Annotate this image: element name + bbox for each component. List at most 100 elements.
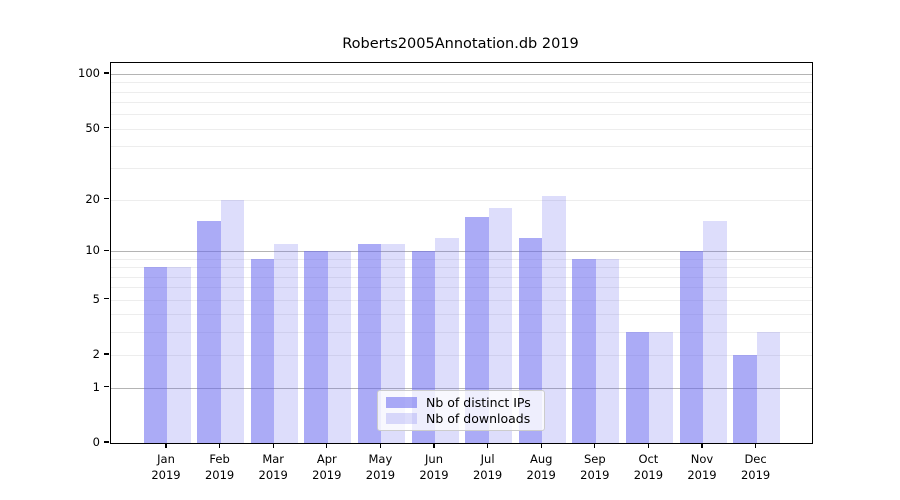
x-tick-month: Jul [480, 452, 495, 466]
bar-distinct-ips-sep [572, 258, 596, 443]
x-tick-year: 2019 [526, 468, 556, 482]
legend-swatch-downloads [386, 413, 417, 425]
x-tick-mark [218, 443, 221, 448]
y-tick-mark [104, 249, 109, 251]
x-tick-mark [326, 443, 328, 448]
x-tick-label: Jan 2019 [136, 451, 196, 483]
bar-distinct-ips-jul [465, 216, 489, 443]
chart-title: Roberts2005Annotation.db 2019 [342, 36, 579, 52]
y-tick-mark [104, 441, 109, 443]
x-tick-year: 2019 [204, 468, 235, 482]
x-tick-year: 2019 [365, 468, 396, 482]
x-tick-mark [486, 443, 489, 448]
x-tick-month: Aug [529, 452, 553, 466]
legend-label-distinct-ips: Nb of distinct IPs [426, 394, 531, 410]
legend-swatch-distinct-ips [386, 396, 417, 408]
x-tick-year: 2019 [687, 468, 717, 482]
x-tick-label: Mar 2019 [243, 451, 303, 483]
major-gridline [111, 74, 812, 76]
bar-distinct-ips-may [357, 244, 382, 443]
x-tick-label: Aug 2019 [511, 451, 571, 483]
y-tick-mark [104, 197, 109, 200]
x-tick-mark [647, 443, 650, 448]
y-tick-label: 1 [92, 379, 100, 394]
x-tick-mark [701, 443, 703, 448]
bar-downloads-jan [167, 267, 191, 443]
minor-gridline [111, 267, 812, 269]
minor-gridline [111, 299, 812, 301]
minor-gridline [111, 82, 812, 84]
bar-downloads-jul [488, 207, 513, 443]
bar-downloads-mar [274, 244, 298, 443]
x-tick-label: Apr 2019 [297, 451, 357, 483]
y-tick-label: 2 [92, 347, 100, 362]
x-tick-month: Sep [583, 452, 606, 466]
major-gridline [111, 251, 812, 253]
x-tick-mark [754, 443, 757, 448]
minor-gridline [111, 287, 812, 289]
x-tick-label: May 2019 [350, 451, 410, 483]
x-tick-year: 2019 [312, 468, 342, 482]
minor-gridline [111, 314, 812, 316]
x-tick-mark [165, 443, 167, 448]
y-tick-mark [104, 385, 109, 388]
x-tick-month: May [368, 452, 393, 466]
x-tick-year: 2019 [740, 468, 771, 482]
minor-gridline [111, 91, 812, 93]
x-tick-year: 2019 [580, 468, 610, 482]
y-tick-label: 50 [85, 120, 100, 135]
x-tick-label: Feb 2019 [190, 451, 250, 483]
minor-gridline [111, 199, 812, 201]
x-tick-year: 2019 [151, 468, 181, 482]
x-tick-label: Nov 2019 [672, 451, 732, 483]
x-tick-mark [433, 443, 435, 448]
x-tick-month: Dec [744, 452, 767, 466]
bar-downloads-dec [756, 332, 781, 443]
bar-distinct-ips-oct [625, 332, 650, 443]
bar-distinct-ips-nov [679, 251, 703, 443]
y-tick-mark [104, 353, 109, 355]
legend-label-downloads: Nb of downloads [426, 411, 531, 427]
y-tick-label: 20 [85, 191, 100, 206]
minor-gridline [111, 276, 812, 278]
x-tick-month: Jun [425, 452, 443, 466]
x-tick-label: Jul 2019 [458, 451, 518, 483]
minor-gridline [111, 114, 812, 116]
x-tick-mark [379, 443, 382, 448]
y-tick-label: 100 [78, 66, 100, 81]
minor-gridline [111, 146, 812, 148]
x-tick-month: Mar [262, 452, 285, 466]
x-tick-mark [540, 443, 542, 448]
bar-distinct-ips-apr [304, 251, 328, 443]
minor-gridline [111, 168, 812, 170]
x-tick-mark [272, 443, 274, 448]
x-tick-year: 2019 [472, 468, 503, 482]
x-tick-label: Jun 2019 [404, 451, 464, 483]
x-tick-year: 2019 [633, 468, 664, 482]
minor-gridline [111, 102, 812, 104]
bar-downloads-apr [327, 251, 352, 443]
legend-row: Nb of downloads [386, 411, 536, 426]
minor-gridline [111, 332, 812, 334]
bar-distinct-ips-jan [143, 267, 167, 443]
x-tick-month: Jan [157, 452, 175, 466]
bar-downloads-feb [220, 199, 245, 443]
x-tick-label: Sep 2019 [565, 451, 625, 483]
x-tick-label: Dec 2019 [726, 451, 786, 483]
minor-gridline [111, 258, 812, 260]
bar-downloads-nov [703, 221, 727, 443]
y-tick-label: 5 [92, 291, 100, 306]
bar-distinct-ips-feb [197, 221, 221, 443]
y-tick-label: 10 [85, 243, 100, 258]
legend-row: Nb of distinct IPs [386, 395, 536, 410]
minor-gridline [111, 355, 812, 357]
x-tick-mark [594, 443, 596, 448]
x-tick-month: Feb [209, 452, 230, 466]
x-tick-year: 2019 [258, 468, 288, 482]
bar-downloads-aug [542, 195, 566, 443]
bar-downloads-sep [595, 258, 620, 443]
y-tick-mark [104, 72, 109, 74]
x-tick-month: Apr [316, 452, 337, 466]
bar-distinct-ips-mar [250, 258, 275, 443]
x-tick-month: Nov [690, 452, 714, 466]
